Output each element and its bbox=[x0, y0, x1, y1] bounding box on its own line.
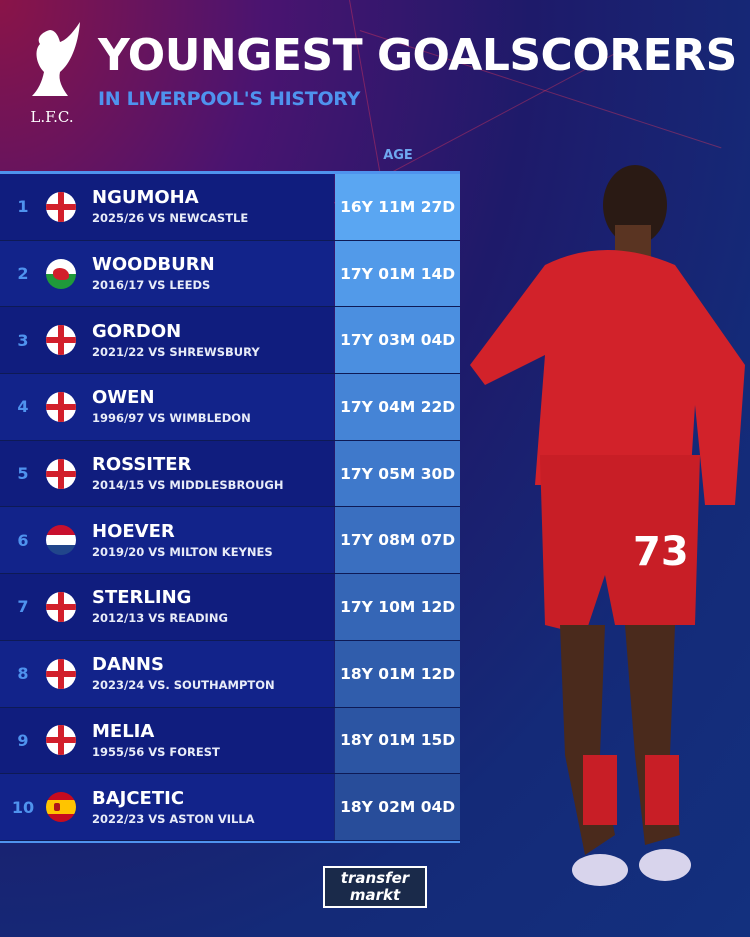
england-flag-icon bbox=[46, 658, 76, 689]
match-info: 2022/23 VS ASTON VILLA bbox=[92, 811, 255, 826]
age-value: 18Y 02M 04D bbox=[335, 774, 460, 840]
player-name: MELIA bbox=[92, 720, 155, 742]
match-info: 2025/26 VS NEWCASTLE bbox=[92, 211, 249, 226]
player-name: GORDON bbox=[92, 320, 182, 342]
age-value: 17Y 08M 07D bbox=[335, 507, 460, 574]
player-name: BAJCETIC bbox=[92, 787, 185, 809]
match-info: 2012/13 VS READING bbox=[92, 611, 228, 626]
player-name: ROSSITER bbox=[92, 454, 192, 476]
match-info: 1955/56 VS FOREST bbox=[92, 744, 220, 759]
table-row: 8 DANNS 2023/24 VS. SOUTHAMPTON 18Y 01M … bbox=[0, 640, 460, 708]
page-title: YOUNGEST GOALSCORERS bbox=[98, 30, 737, 81]
england-flag-icon bbox=[46, 325, 76, 356]
age-value: 17Y 01M 14D bbox=[335, 240, 460, 307]
svg-text:73: 73 bbox=[633, 529, 689, 575]
match-info: 2019/20 VS MILTON KEYNES bbox=[92, 544, 273, 559]
player-name: OWEN bbox=[92, 387, 155, 409]
player-cell: 1 NGUMOHA 2025/26 VS NEWCASTLE bbox=[0, 174, 335, 240]
rank: 7 bbox=[17, 597, 29, 617]
rank: 10 bbox=[11, 797, 35, 817]
match-info: 1996/97 VS WIMBLEDON bbox=[92, 411, 251, 426]
transfermarkt-logo: transfer markt bbox=[323, 866, 427, 908]
table-row: 1 NGUMOHA 2025/26 VS NEWCASTLE 16Y 11M 2… bbox=[0, 174, 460, 241]
table-row: 3 GORDON 2021/22 VS SHREWSBURY 17Y 03M 0… bbox=[0, 307, 460, 375]
england-flag-icon bbox=[46, 591, 76, 622]
age-value: 17Y 03M 04D bbox=[335, 307, 460, 374]
player-name: WOODBURN bbox=[92, 254, 215, 276]
player-cell: 10 BAJCETIC 2022/23 VS ASTON VILLA bbox=[0, 774, 335, 840]
player-cell: 8 DANNS 2023/24 VS. SOUTHAMPTON bbox=[0, 640, 335, 707]
england-flag-icon bbox=[46, 391, 76, 422]
table-row: 7 STERLING 2012/13 VS READING 17Y 10M 12… bbox=[0, 574, 460, 641]
scorers-table: 1 NGUMOHA 2025/26 VS NEWCASTLE 16Y 11M 2… bbox=[0, 171, 460, 843]
rank: 5 bbox=[17, 464, 29, 484]
rank: 2 bbox=[17, 264, 29, 284]
table-row: 4 OWEN 1996/97 VS WIMBLEDON 17Y 04M 22D bbox=[0, 374, 460, 441]
lfc-liverbird-logo: L.F.C. bbox=[30, 22, 80, 126]
rank: 4 bbox=[17, 397, 29, 417]
england-flag-icon bbox=[46, 458, 76, 489]
page-subtitle: IN LIVERPOOL'S HISTORY bbox=[98, 88, 361, 110]
match-info: 2014/15 VS MIDDLESBROUGH bbox=[92, 478, 284, 493]
player-name: NGUMOHA bbox=[92, 187, 199, 209]
rank: 3 bbox=[17, 330, 29, 350]
age-value: 17Y 04M 22D bbox=[335, 374, 460, 440]
player-cell: 2 WOODBURN 2016/17 VS LEEDS bbox=[0, 240, 335, 307]
player-name: DANNS bbox=[92, 654, 164, 676]
player-photo: 73 bbox=[470, 165, 745, 886]
table-row: 9 MELIA 1955/56 VS FOREST 18Y 01M 15D bbox=[0, 707, 460, 775]
age-value: 18Y 01M 12D bbox=[335, 640, 460, 707]
match-info: 2023/24 VS. SOUTHAMPTON bbox=[92, 678, 275, 693]
match-info: 2021/22 VS SHREWSBURY bbox=[92, 344, 260, 359]
wales-flag-icon bbox=[46, 258, 76, 289]
match-info: 2016/17 VS LEEDS bbox=[92, 278, 211, 293]
table-row: 2 WOODBURN 2016/17 VS LEEDS 17Y 01M 14D bbox=[0, 240, 460, 308]
table-row: 6 HOEVER 2019/20 VS MILTON KEYNES 17Y 08… bbox=[0, 507, 460, 575]
rank: 8 bbox=[17, 664, 29, 684]
england-flag-icon bbox=[46, 191, 76, 222]
age-value: 17Y 10M 12D bbox=[335, 574, 460, 640]
age-value: 17Y 05M 30D bbox=[335, 440, 460, 507]
player-cell: 6 HOEVER 2019/20 VS MILTON KEYNES bbox=[0, 507, 335, 574]
spain-flag-icon bbox=[46, 792, 76, 823]
player-cell: 3 GORDON 2021/22 VS SHREWSBURY bbox=[0, 307, 335, 374]
table-row: 10 BAJCETIC 2022/23 VS ASTON VILLA 18Y 0… bbox=[0, 774, 460, 841]
player-cell: 7 STERLING 2012/13 VS READING bbox=[0, 574, 335, 640]
table-row: 5 ROSSITER 2014/15 VS MIDDLESBROUGH 17Y … bbox=[0, 440, 460, 508]
player-cell: 5 ROSSITER 2014/15 VS MIDDLESBROUGH bbox=[0, 440, 335, 507]
svg-text:L.F.C.: L.F.C. bbox=[30, 108, 73, 126]
player-name: HOEVER bbox=[92, 520, 175, 542]
age-column-header: AGE bbox=[383, 148, 413, 163]
rank: 1 bbox=[17, 197, 29, 217]
netherlands-flag-icon bbox=[46, 525, 76, 556]
rank: 6 bbox=[17, 530, 29, 550]
player-name: STERLING bbox=[92, 587, 192, 609]
rank: 9 bbox=[17, 730, 29, 750]
age-value: 18Y 01M 15D bbox=[335, 707, 460, 774]
age-value: 16Y 11M 27D bbox=[335, 174, 460, 240]
player-cell: 9 MELIA 1955/56 VS FOREST bbox=[0, 707, 335, 774]
player-cell: 4 OWEN 1996/97 VS WIMBLEDON bbox=[0, 374, 335, 440]
england-flag-icon bbox=[46, 725, 76, 756]
